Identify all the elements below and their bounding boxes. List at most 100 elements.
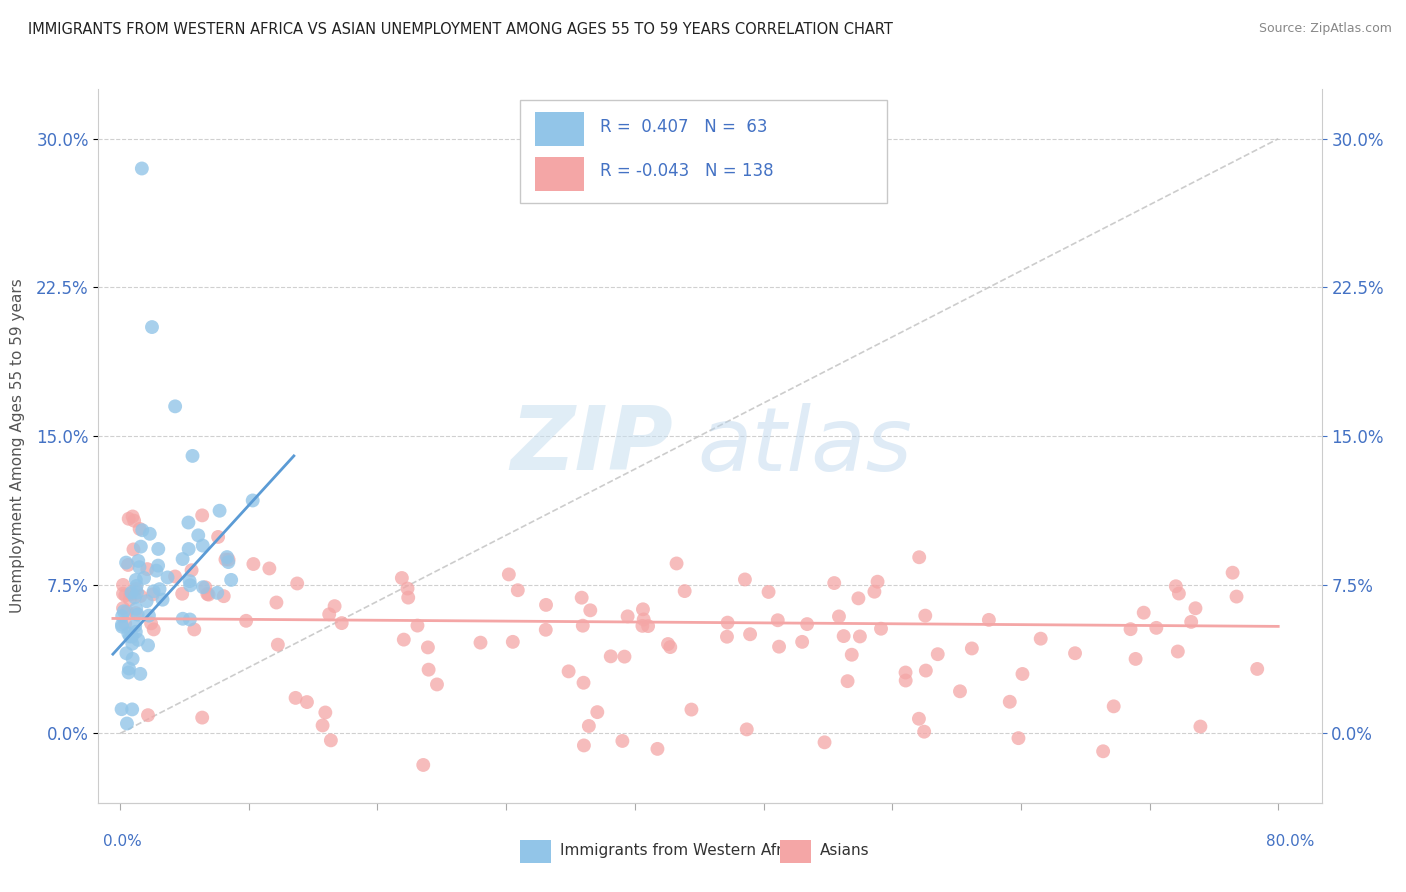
Point: [571, 591, 593, 605]
Point: [1246, 662, 1268, 676]
Point: [813, 735, 835, 749]
Point: [121, 652, 143, 666]
Point: [612, 734, 634, 748]
Point: [136, 638, 159, 652]
Point: [132, 571, 155, 585]
Point: [118, 592, 141, 607]
Point: [177, 516, 200, 530]
Point: [112, 604, 135, 618]
Text: ZIP: ZIP: [510, 402, 673, 490]
FancyBboxPatch shape: [536, 157, 583, 191]
Point: [172, 612, 194, 626]
Point: [1011, 667, 1033, 681]
Point: [121, 585, 143, 599]
Point: [179, 574, 201, 588]
Point: [870, 622, 893, 636]
Point: [194, 580, 217, 594]
Point: [1189, 720, 1212, 734]
Point: [673, 584, 696, 599]
Point: [1180, 615, 1202, 629]
Point: [949, 684, 972, 698]
Point: [136, 708, 159, 723]
Point: [127, 554, 149, 568]
Point: [114, 589, 136, 603]
Point: [406, 618, 429, 632]
Point: [586, 705, 609, 719]
Point: [631, 602, 654, 616]
Point: [129, 589, 152, 603]
Point: [498, 567, 520, 582]
Point: [217, 555, 239, 569]
Point: [914, 608, 936, 623]
Point: [191, 710, 214, 724]
Point: [330, 616, 353, 631]
Point: [111, 620, 134, 634]
Point: [111, 617, 134, 632]
Text: IMMIGRANTS FROM WESTERN AFRICA VS ASIAN UNEMPLOYMENT AMONG AGES 55 TO 59 YEARS C: IMMIGRANTS FROM WESTERN AFRICA VS ASIAN …: [28, 22, 893, 37]
Point: [1064, 646, 1087, 660]
Point: [128, 522, 150, 536]
Point: [633, 612, 655, 626]
Point: [1222, 566, 1244, 580]
Point: [114, 616, 136, 631]
Point: [534, 598, 557, 612]
Point: [165, 569, 187, 583]
Y-axis label: Unemployment Among Ages 55 to 59 years: Unemployment Among Ages 55 to 59 years: [10, 278, 25, 614]
Text: Source: ZipAtlas.com: Source: ZipAtlas.com: [1258, 22, 1392, 36]
Point: [121, 637, 143, 651]
Point: [766, 613, 789, 627]
Point: [1144, 621, 1167, 635]
Point: [502, 635, 524, 649]
Point: [148, 582, 170, 596]
Point: [396, 591, 419, 605]
Point: [117, 558, 139, 572]
Point: [242, 493, 264, 508]
Point: [125, 579, 148, 593]
Point: [285, 576, 308, 591]
Point: [118, 512, 141, 526]
Point: [681, 702, 703, 716]
Point: [418, 663, 440, 677]
Point: [207, 586, 229, 600]
Point: [124, 619, 146, 633]
Point: [1119, 622, 1142, 636]
Point: [841, 648, 863, 662]
Point: [121, 509, 143, 524]
Point: [716, 630, 738, 644]
Point: [319, 733, 342, 747]
Point: [613, 649, 636, 664]
Point: [396, 582, 419, 596]
Point: [1167, 586, 1189, 600]
Point: [146, 558, 169, 573]
Point: [758, 585, 780, 599]
Point: [1092, 744, 1115, 758]
Point: [127, 607, 149, 622]
Point: [866, 574, 889, 589]
Point: [129, 666, 152, 681]
Point: [1132, 606, 1154, 620]
Point: [120, 587, 142, 601]
Point: [894, 673, 917, 688]
Point: [416, 640, 439, 655]
Point: [177, 541, 200, 556]
Point: [318, 607, 340, 622]
Point: [142, 587, 165, 601]
Point: [657, 637, 679, 651]
Point: [127, 632, 149, 647]
Point: [156, 570, 179, 584]
Point: [115, 716, 138, 731]
Point: [197, 588, 219, 602]
Point: [534, 623, 557, 637]
Point: [579, 603, 602, 617]
Point: [165, 400, 187, 414]
Point: [125, 601, 148, 615]
Point: [637, 619, 659, 633]
Point: [121, 702, 143, 716]
Point: [112, 587, 135, 601]
Point: [191, 539, 214, 553]
Point: [716, 615, 738, 630]
Point: [124, 591, 146, 605]
Point: [295, 695, 318, 709]
Point: [908, 712, 931, 726]
Point: [218, 552, 240, 566]
